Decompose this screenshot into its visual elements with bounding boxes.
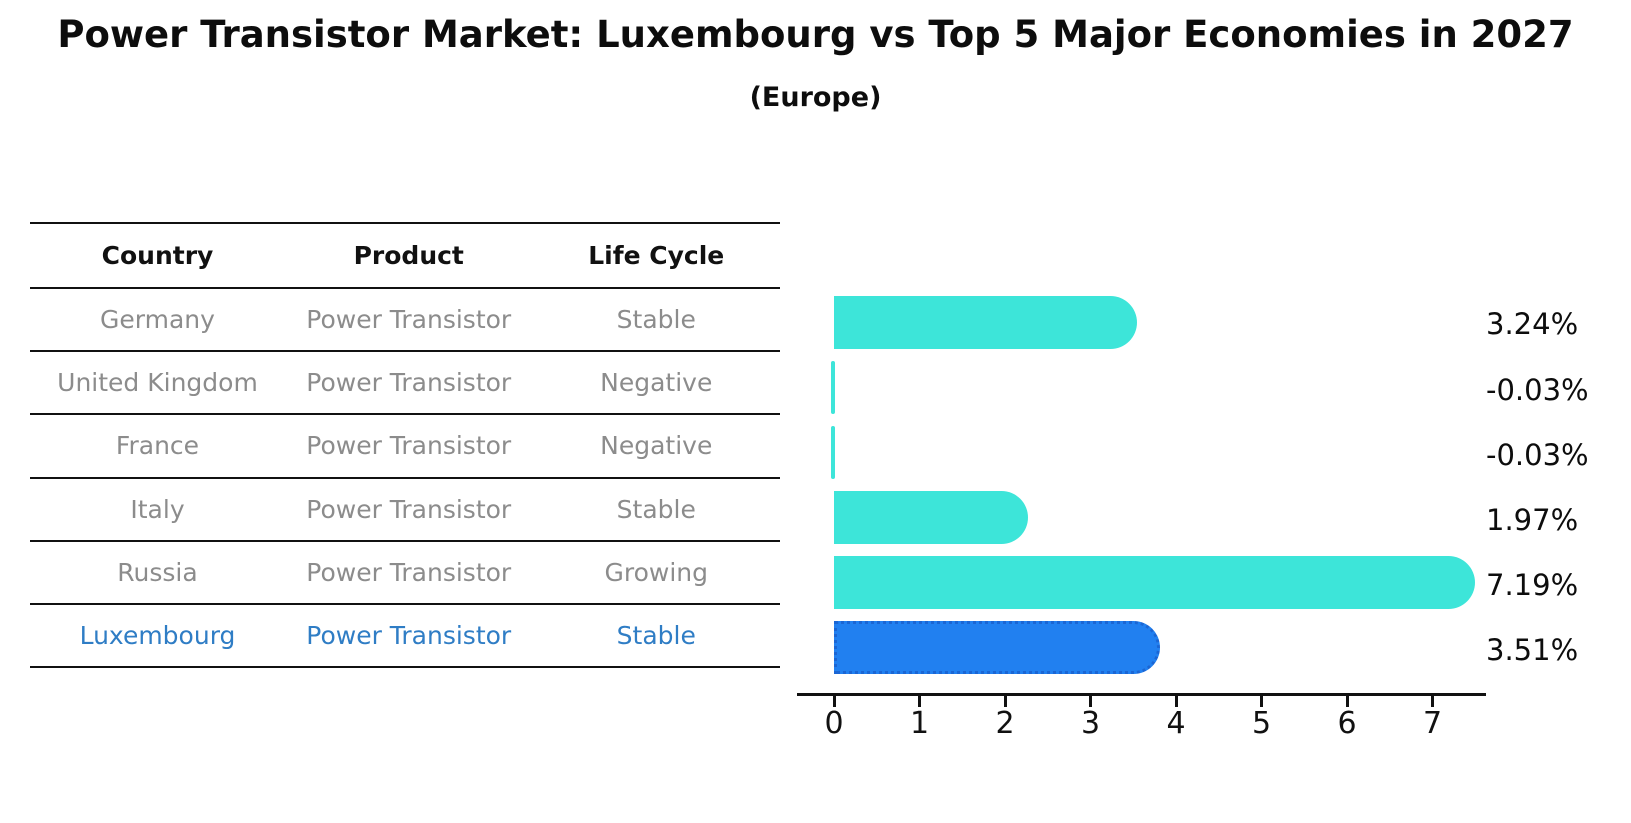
x-axis-tick-label-6: 6 bbox=[1337, 706, 1357, 741]
cell-country: Italy bbox=[130, 494, 185, 524]
value-label-united-kingdom: -0.03% bbox=[1486, 372, 1589, 407]
x-axis-tick-label-2: 2 bbox=[995, 706, 1015, 741]
cell-country: Luxembourg bbox=[79, 621, 236, 651]
x-axis-tick-label-3: 3 bbox=[1080, 706, 1101, 741]
bar-russia bbox=[834, 556, 1475, 609]
bar-italy bbox=[834, 491, 1029, 544]
x-axis-tick-label-4: 4 bbox=[1166, 706, 1186, 741]
x-axis-tick-2 bbox=[1003, 696, 1007, 707]
cell-product: Power Transistor bbox=[306, 431, 512, 461]
cell-life-cycle: Stable bbox=[616, 621, 696, 651]
page-subtitle: (Europe) bbox=[749, 82, 882, 113]
table-row-luxembourg: Luxembourg Power Transistor Stable bbox=[30, 605, 780, 669]
x-axis-tick-1 bbox=[918, 696, 921, 707]
table-header-row: Country Product Life Cycle bbox=[30, 224, 780, 289]
cell-life-cycle: Growing bbox=[604, 557, 708, 587]
x-axis-tick-3 bbox=[1089, 696, 1092, 707]
value-label-france: -0.03% bbox=[1486, 437, 1589, 472]
country-table: Country Product Life Cycle Germany Power… bbox=[30, 222, 780, 669]
table-row-italy: Italy Power Transistor Stable bbox=[30, 479, 780, 542]
column-header-country: Country bbox=[101, 241, 214, 270]
cell-product: Power Transistor bbox=[306, 557, 512, 587]
value-label-italy: 1.97% bbox=[1486, 502, 1579, 537]
x-axis-tick-label-1: 1 bbox=[909, 706, 930, 741]
x-axis-tick-label-7: 7 bbox=[1422, 706, 1443, 741]
x-axis-tick-7 bbox=[1431, 696, 1434, 707]
bar-united-kingdom bbox=[831, 361, 835, 414]
column-header-product: Product bbox=[353, 241, 464, 270]
cell-product: Power Transistor bbox=[306, 305, 512, 335]
cell-country: Russia bbox=[117, 557, 198, 587]
value-label-russia: 7.19% bbox=[1486, 567, 1579, 602]
cell-life-cycle: Stable bbox=[616, 494, 696, 524]
cell-product: Power Transistor bbox=[306, 621, 512, 651]
column-header-life-cycle: Life Cycle bbox=[588, 241, 725, 270]
table-row-france: France Power Transistor Negative bbox=[30, 415, 780, 479]
x-axis-tick-4 bbox=[1174, 696, 1178, 707]
table-row-germany: Germany Power Transistor Stable bbox=[30, 289, 780, 353]
bar-luxembourg bbox=[834, 621, 1161, 674]
value-label-germany: 3.24% bbox=[1486, 307, 1579, 341]
bar-france bbox=[831, 426, 835, 479]
page-title: Power Transistor Market: Luxembourg vs T… bbox=[57, 13, 1574, 56]
cell-life-cycle: Stable bbox=[616, 305, 696, 335]
table-row-russia: Russia Power Transistor Growing bbox=[30, 542, 780, 605]
cell-country: United Kingdom bbox=[57, 368, 258, 398]
cell-country: Germany bbox=[100, 305, 215, 335]
cell-product: Power Transistor bbox=[306, 494, 512, 524]
x-axis-tick-0 bbox=[832, 696, 836, 707]
cell-country: France bbox=[115, 431, 200, 461]
x-axis-tick-5 bbox=[1260, 696, 1263, 707]
x-axis-tick-label-5: 5 bbox=[1251, 706, 1272, 741]
cell-product: Power Transistor bbox=[306, 368, 512, 398]
x-axis-tick-label-0: 0 bbox=[824, 706, 844, 741]
bar-germany bbox=[834, 295, 1138, 349]
value-label-luxembourg: 3.51% bbox=[1486, 632, 1579, 667]
cell-life-cycle: Negative bbox=[600, 368, 713, 398]
cell-life-cycle: Negative bbox=[600, 431, 713, 461]
table-row-united-kingdom: United Kingdom Power Transistor Negative bbox=[30, 352, 780, 416]
x-axis-line bbox=[797, 693, 1486, 696]
x-axis-tick-6 bbox=[1345, 696, 1349, 707]
